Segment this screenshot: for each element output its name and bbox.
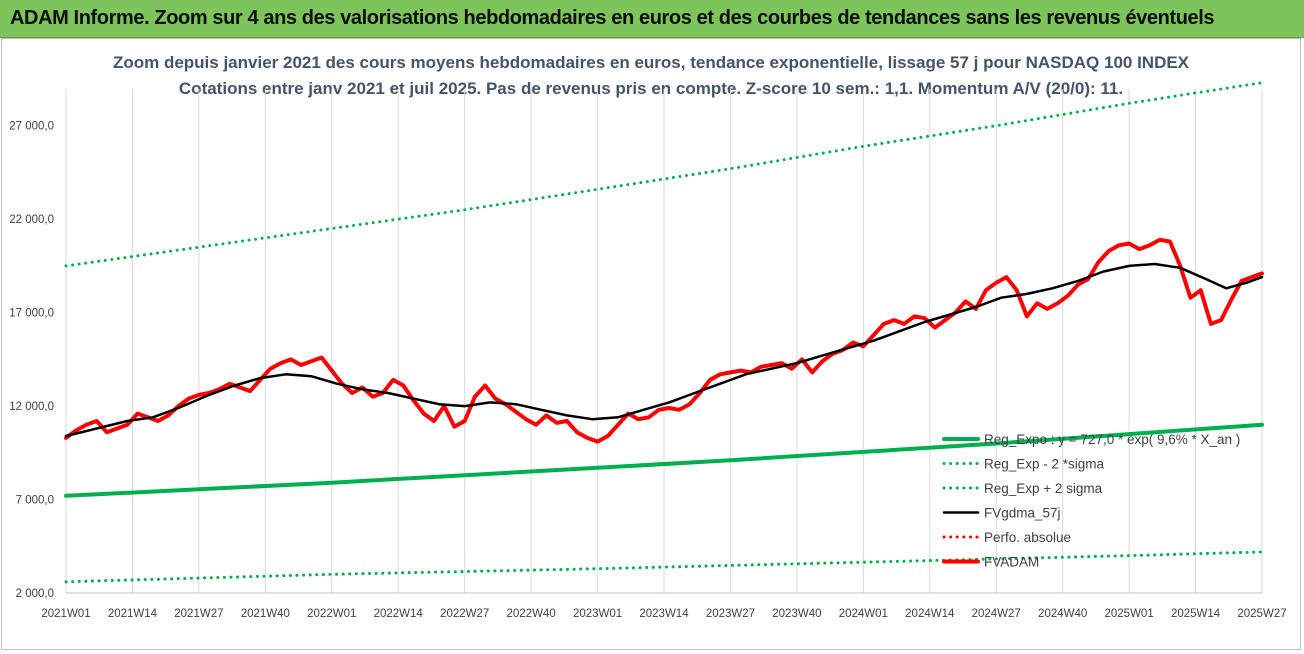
x-tick-label: 2022W27 bbox=[440, 608, 489, 620]
report-banner: ADAM Informe. Zoom sur 4 ans des valoris… bbox=[0, 0, 1304, 38]
x-tick-label: 2024W40 bbox=[1038, 608, 1087, 620]
x-tick-label: 2025W01 bbox=[1104, 608, 1153, 620]
legend-label: FVgdma_57j bbox=[984, 506, 1061, 521]
y-tick-label: 27 000,0 bbox=[9, 121, 54, 133]
chart-title-line-1: Zoom depuis janvier 2021 des cours moyen… bbox=[113, 53, 1190, 72]
legend-label: Reg_Exp + 2 sigma bbox=[984, 481, 1103, 496]
x-tick-label: 2023W01 bbox=[573, 608, 622, 620]
legend: Reg_Expo : y = 727,0 * exp( 9,6% * X_an … bbox=[942, 432, 1240, 570]
y-tick-label: 2 000,0 bbox=[16, 588, 54, 600]
x-tick-label: 2023W27 bbox=[706, 608, 755, 620]
y-tick-label: 22 000,0 bbox=[9, 214, 54, 226]
x-tick-label: 2024W01 bbox=[839, 608, 888, 620]
y-tick-label: 17 000,0 bbox=[9, 308, 54, 320]
legend-label: FVADAM bbox=[984, 555, 1039, 570]
x-tick-label: 2021W40 bbox=[241, 608, 290, 620]
legend-label: Reg_Exp - 2 *sigma bbox=[984, 457, 1105, 472]
series-line-5 bbox=[64, 237, 1264, 444]
x-tick-label: 2023W40 bbox=[772, 608, 821, 620]
x-tick-label: 2021W14 bbox=[108, 608, 158, 620]
series-line-3 bbox=[64, 262, 1264, 438]
x-tick-label: 2022W14 bbox=[374, 608, 424, 620]
series-line-0 bbox=[64, 422, 1264, 498]
x-tick-label: 2024W14 bbox=[905, 608, 955, 620]
chart-svg: Zoom depuis janvier 2021 des cours moyen… bbox=[9, 53, 1286, 620]
y-tick-label: 7 000,0 bbox=[16, 495, 54, 507]
legend-label: Reg_Expo : y = 727,0 * exp( 9,6% * X_an … bbox=[984, 432, 1240, 447]
x-tick-label: 2023W14 bbox=[639, 608, 689, 620]
y-tick-label: 12 000,0 bbox=[9, 401, 54, 413]
grid-lines bbox=[65, 89, 1263, 593]
x-tick-label: 2022W40 bbox=[506, 608, 555, 620]
plot-series bbox=[64, 81, 1264, 584]
report-banner-title: ADAM Informe. Zoom sur 4 ans des valoris… bbox=[10, 7, 1215, 29]
legend-label: Perfo. absolue bbox=[984, 530, 1071, 545]
x-tick-label: 2021W27 bbox=[174, 608, 223, 620]
chart-title-line-2: Cotations entre janv 2021 et juil 2025. … bbox=[179, 79, 1123, 98]
x-tick-label: 2021W01 bbox=[41, 608, 90, 620]
chart-frame: Zoom depuis janvier 2021 des cours moyen… bbox=[1, 38, 1301, 650]
x-tick-label: 2024W27 bbox=[972, 608, 1021, 620]
x-tick-label: 2022W01 bbox=[307, 608, 356, 620]
x-tick-label: 2025W14 bbox=[1171, 608, 1221, 620]
x-tick-label: 2025W27 bbox=[1237, 608, 1286, 620]
axes: 2021W01 2021W14 2021W27 2021W40 2022W01 2022W… bbox=[9, 121, 1286, 620]
